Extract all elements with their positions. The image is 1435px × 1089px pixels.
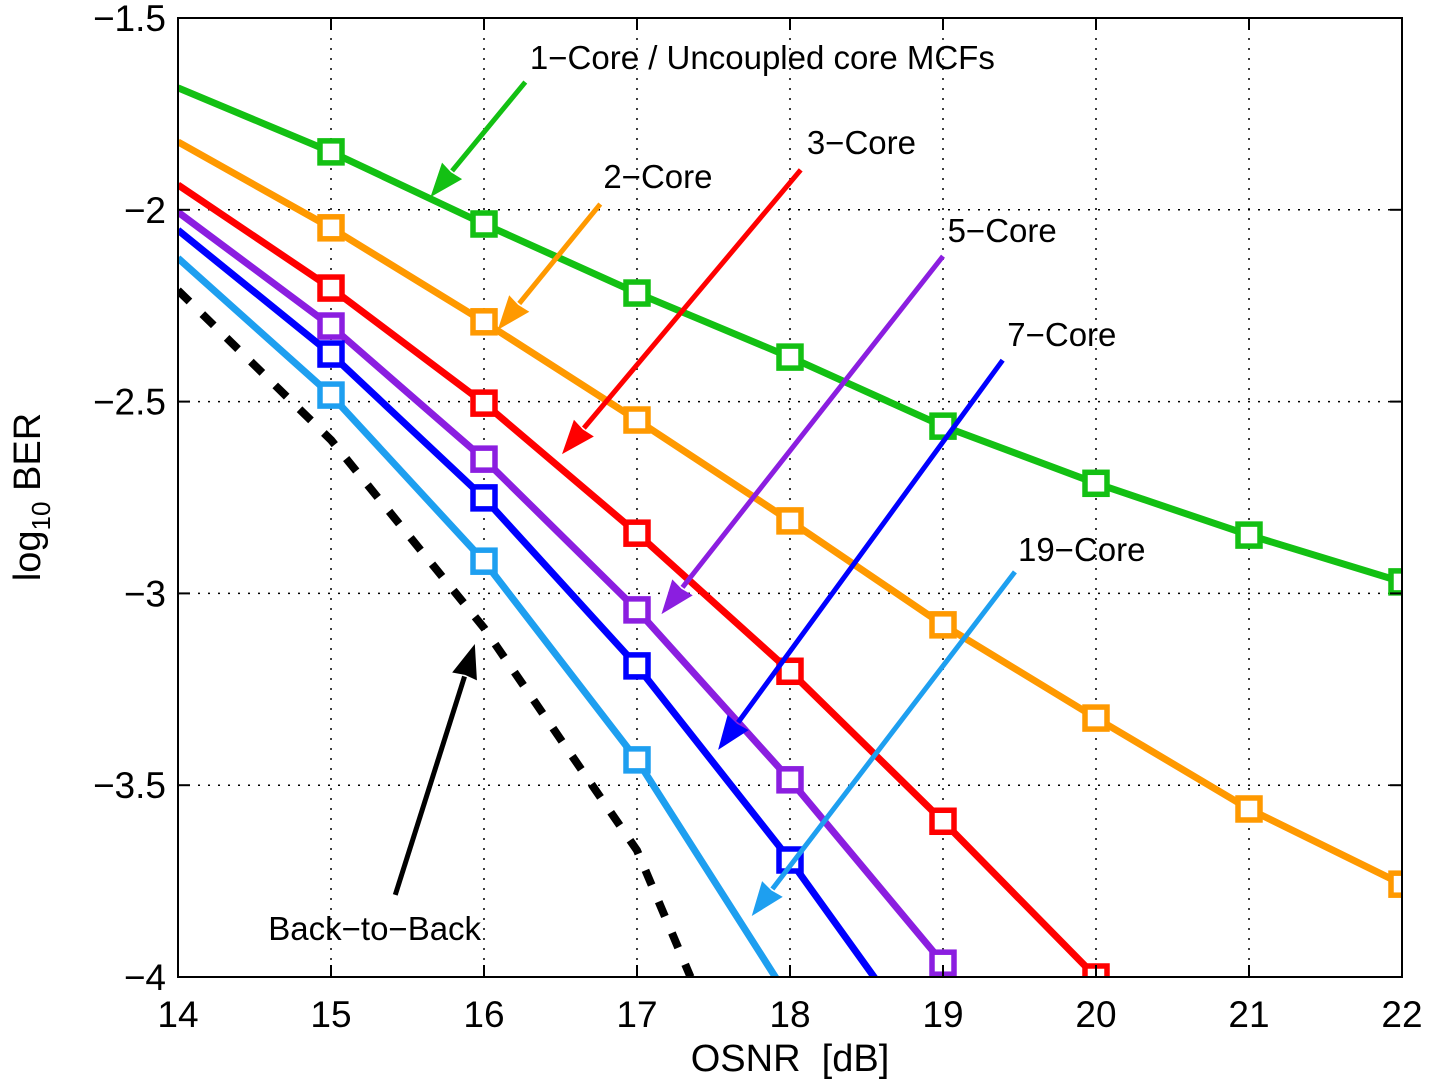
data-point-2-core (623, 406, 651, 434)
annotation-6: Back−to−Back (268, 644, 482, 947)
annotation-label: 2−Core (603, 158, 712, 195)
data-point-3-core (317, 274, 345, 302)
y-axis-label-subscript: 10 (26, 502, 56, 531)
annotation-label: 1−Core / Uncoupled core MCFs (530, 39, 995, 76)
x-tick-label: 22 (1381, 994, 1422, 1035)
data-point-2-core (1388, 870, 1402, 898)
data-point-7-core (470, 484, 498, 512)
data-point-2-core (470, 308, 498, 336)
annotation-arrowhead-icon (497, 295, 530, 330)
y-tick-label: −2 (124, 190, 166, 231)
data-point-3-core (470, 389, 498, 417)
x-tick-label: 17 (616, 994, 657, 1035)
data-point-1-core (470, 210, 498, 238)
y-tick-label: −4 (124, 957, 166, 998)
data-point-1-core (623, 279, 651, 307)
data-point-19-core (317, 381, 345, 409)
data-point-2-core (1235, 795, 1263, 823)
series-back-to-back (178, 287, 695, 977)
data-point-3-core (776, 657, 804, 686)
y-axis-label: log10 BER (7, 413, 56, 581)
ticks: 14 15 16 17 18 19 20 21 22 −1.5 −2 −2.5 −3 −3.5 −4 (93, 0, 1423, 1035)
x-tick-label: 14 (157, 994, 198, 1035)
x-tick-label: 15 (310, 994, 351, 1035)
annotation-label: 19−Core (1018, 531, 1146, 568)
x-tick-label: 18 (769, 994, 810, 1035)
annotation-label: Back−to−Back (268, 910, 481, 947)
x-tick-label: 20 (1075, 994, 1116, 1035)
data-point-19-core (470, 547, 498, 575)
x-tick-label: 19 (922, 994, 963, 1035)
annotation-arrow-shaft (680, 254, 945, 589)
annotation-5: 19−Core (751, 531, 1146, 917)
data-point-1-core (1082, 469, 1110, 498)
data-point-5-core (776, 766, 804, 794)
data-point-1-core (317, 138, 345, 166)
data-point-2-core (317, 214, 345, 242)
x-tick-label: 21 (1228, 994, 1269, 1035)
annotation-label: 7−Core (1007, 316, 1116, 353)
data-point-19-core (623, 746, 651, 774)
data-point-3-core (929, 807, 957, 836)
annotation-arrow-shaft (770, 570, 1017, 891)
annotation-1: 2−Core (497, 158, 712, 330)
series-1-core (178, 84, 1402, 596)
annotation-3: 5−Core (661, 212, 1057, 615)
y-axis-label-rest: BER (7, 413, 49, 502)
x-axis-label: OSNR [dB] (691, 1038, 890, 1080)
annotation-arrow-shaft (581, 168, 803, 430)
data-point-1-core (1388, 568, 1402, 596)
annotation-2: 3−Core (562, 124, 916, 455)
x-tick-label: 16 (463, 994, 504, 1035)
annotation-arrow-shaft (392, 675, 467, 896)
y-axis-label-base: log (7, 530, 49, 581)
data-point-5-core (317, 312, 345, 340)
data-point-1-core (1235, 521, 1263, 549)
data-point-2-core (776, 507, 804, 535)
annotation-arrow-shaft (736, 358, 1005, 724)
data-point-2-core (1082, 704, 1110, 732)
series-line-back-to-back (178, 287, 695, 977)
annotation-arrow-shaft (517, 202, 603, 306)
annotation-label: 3−Core (807, 124, 916, 161)
plot-frame (177, 17, 1403, 978)
data-point-7-core (623, 652, 651, 680)
y-tick-label: −2.5 (93, 382, 166, 423)
data-point-3-core (623, 519, 651, 547)
annotation-4: 7−Core (718, 316, 1116, 750)
annotation-arrowhead-icon (562, 419, 594, 455)
annotation-0: 1−Core / Uncoupled core MCFs (430, 39, 995, 198)
annotation-arrowhead-icon (661, 579, 693, 615)
data-point-1-core (776, 343, 804, 371)
annotation-arrowhead-icon (751, 881, 783, 917)
annotation-arrowhead-icon (452, 644, 477, 681)
data-point-5-core (623, 596, 651, 624)
series-line-7-core (178, 227, 879, 977)
data-point-2-core (929, 611, 957, 639)
series-19-core (178, 255, 780, 977)
series-2-core (178, 138, 1402, 898)
annotation-label: 5−Core (948, 212, 1057, 249)
series-line-5-core (178, 209, 946, 966)
y-tick-label: −3.5 (93, 765, 166, 806)
series-5-core (178, 209, 957, 977)
annotation-arrowhead-icon (718, 714, 749, 750)
series-7-core (178, 227, 879, 977)
annotations: 1−Core / Uncoupled core MCFs 2−Core 3−Core… (268, 39, 1145, 947)
annotation-arrow-shaft (450, 80, 528, 173)
y-tick-label: −3 (124, 573, 166, 614)
data-point-7-core (317, 340, 345, 368)
data-point-5-core (470, 445, 498, 473)
annotation-arrowhead-icon (430, 162, 463, 198)
grid (178, 18, 1402, 977)
data-point-7-core (776, 846, 804, 874)
series-group (178, 84, 1402, 977)
y-tick-label: −1.5 (93, 0, 166, 39)
